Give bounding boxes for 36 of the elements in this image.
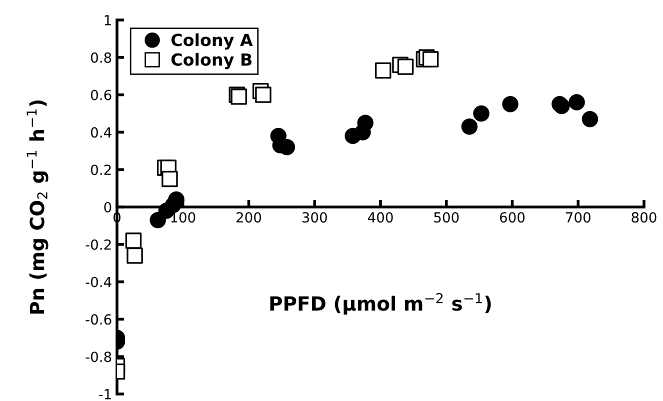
x-tick-label: 800 (632, 212, 656, 223)
x-axis-title: PPFD (μmol m$^{−2}$ s$^{−1}$) (270, 293, 491, 315)
y-tick-label: -0.4 (86, 276, 112, 288)
y-tick-label: -1 (98, 389, 111, 400)
x-tick-label: 700 (566, 212, 590, 223)
legend-label: Colony A (171, 33, 253, 50)
y-tick-label: 0 (104, 202, 112, 212)
y-tick-label: 0.2 (90, 164, 111, 176)
point (502, 96, 518, 112)
y-tick-label: 0.6 (90, 90, 112, 100)
point (168, 191, 184, 208)
point (162, 170, 178, 188)
y-tick-label: 0.4 (90, 127, 112, 138)
x-tick-label: 300 (302, 212, 327, 223)
legend-label: Colony B (171, 52, 252, 70)
point (582, 110, 598, 128)
y-tick-label: -0.8 (86, 352, 112, 362)
y-tick-label: 1 (104, 15, 111, 26)
y-tick-label: -0.6 (86, 314, 112, 325)
point (125, 232, 142, 249)
point (422, 51, 439, 68)
point (473, 105, 490, 122)
x-tick-label: 500 (434, 212, 459, 223)
x-tick-label: 400 (368, 212, 393, 223)
point (126, 248, 143, 264)
y-tick-label: -0.2 (86, 239, 111, 250)
y-tick-label: 0.8 (90, 52, 112, 63)
x-tick-label: 600 (500, 212, 525, 223)
y-axis-title: Pn (mg CO$_{2}$ g$^{−1}$ h$^{−1}$) (26, 100, 48, 314)
point (568, 94, 585, 110)
point (375, 62, 392, 79)
point (397, 58, 414, 75)
x-tick-label: 200 (236, 212, 262, 223)
point (357, 114, 374, 131)
point (461, 118, 478, 135)
point (255, 86, 272, 103)
